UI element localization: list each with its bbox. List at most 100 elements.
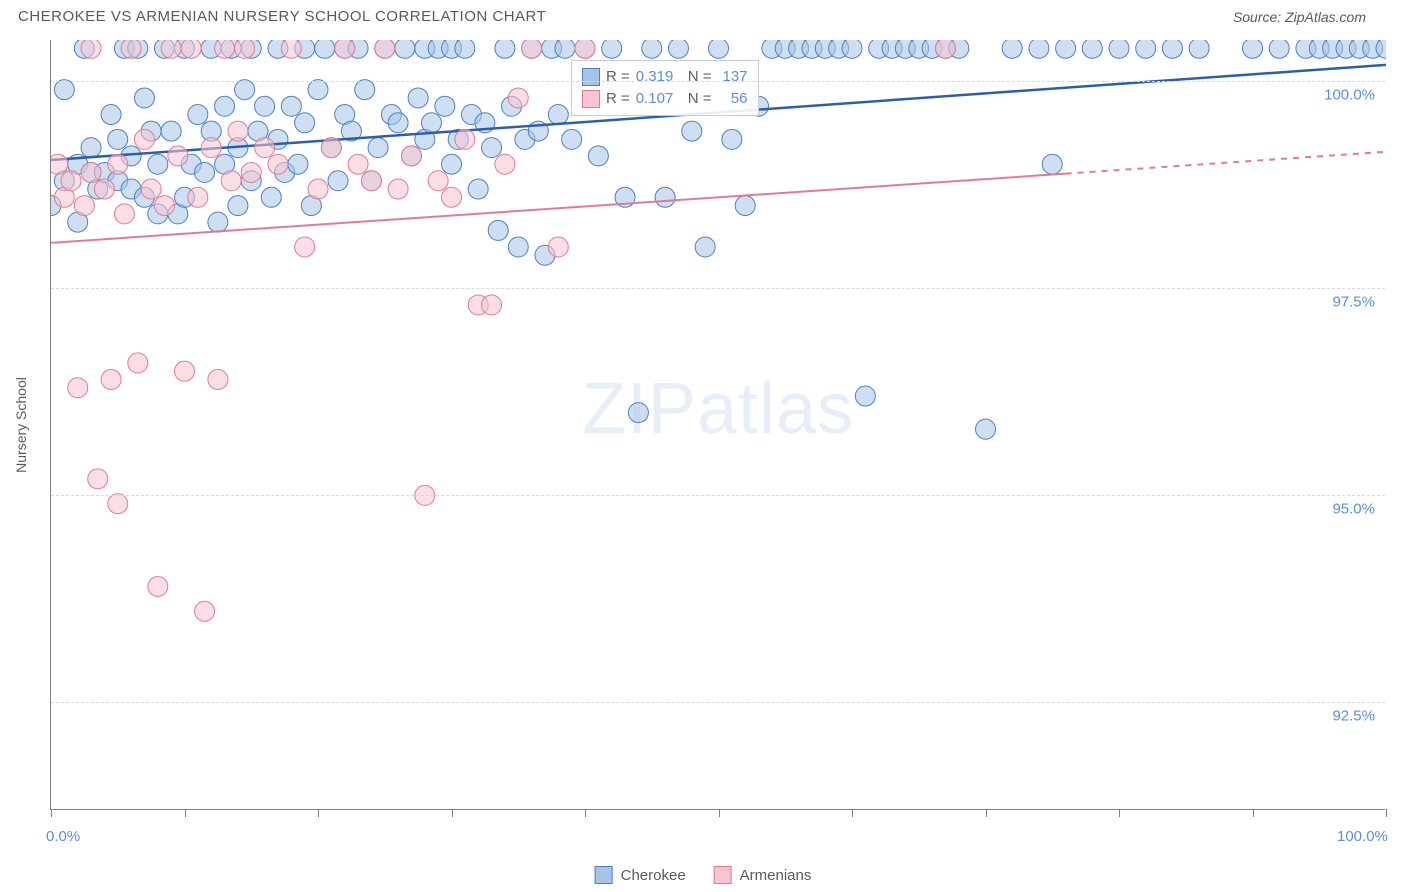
data-point[interactable] <box>1243 40 1263 58</box>
data-point[interactable] <box>508 237 528 257</box>
data-point[interactable] <box>442 154 462 174</box>
data-point[interactable] <box>575 40 595 58</box>
data-point[interactable] <box>308 179 328 199</box>
data-point[interactable] <box>94 179 114 199</box>
data-point[interactable] <box>315 40 335 58</box>
data-point[interactable] <box>108 129 128 149</box>
data-point[interactable] <box>368 138 388 158</box>
data-point[interactable] <box>88 469 108 489</box>
data-point[interactable] <box>428 171 448 191</box>
data-point[interactable] <box>682 121 702 141</box>
data-point[interactable] <box>175 361 195 381</box>
data-point[interactable] <box>235 40 255 58</box>
data-point[interactable] <box>268 154 288 174</box>
data-point[interactable] <box>395 40 415 58</box>
data-point[interactable] <box>361 171 381 191</box>
data-point[interactable] <box>68 378 88 398</box>
data-point[interactable] <box>128 353 148 373</box>
data-point[interactable] <box>295 237 315 257</box>
data-point[interactable] <box>1056 40 1076 58</box>
data-point[interactable] <box>655 187 675 207</box>
data-point[interactable] <box>508 88 528 108</box>
data-point[interactable] <box>255 96 275 116</box>
data-point[interactable] <box>101 369 121 389</box>
data-point[interactable] <box>168 146 188 166</box>
data-point[interactable] <box>281 96 301 116</box>
data-point[interactable] <box>161 121 181 141</box>
data-point[interactable] <box>188 105 208 125</box>
data-point[interactable] <box>388 113 408 133</box>
data-point[interactable] <box>495 40 515 58</box>
data-point[interactable] <box>375 40 395 58</box>
data-point[interactable] <box>255 138 275 158</box>
data-point[interactable] <box>562 129 582 149</box>
data-point[interactable] <box>154 196 174 216</box>
data-point[interactable] <box>101 105 121 125</box>
data-point[interactable] <box>642 40 662 58</box>
data-point[interactable] <box>161 40 181 58</box>
data-point[interactable] <box>261 187 281 207</box>
data-point[interactable] <box>495 154 515 174</box>
data-point[interactable] <box>1109 40 1129 58</box>
data-point[interactable] <box>935 40 955 58</box>
data-point[interactable] <box>442 187 462 207</box>
data-point[interactable] <box>134 129 154 149</box>
data-point[interactable] <box>1136 40 1156 58</box>
legend-item[interactable]: Cherokee <box>595 866 686 884</box>
data-point[interactable] <box>201 138 221 158</box>
data-point[interactable] <box>141 179 161 199</box>
data-point[interactable] <box>74 196 94 216</box>
data-point[interactable] <box>1042 154 1062 174</box>
data-point[interactable] <box>435 96 455 116</box>
data-point[interactable] <box>215 96 235 116</box>
data-point[interactable] <box>488 220 508 240</box>
data-point[interactable] <box>54 80 74 100</box>
data-point[interactable] <box>1269 40 1289 58</box>
data-point[interactable] <box>148 154 168 174</box>
data-point[interactable] <box>348 154 368 174</box>
data-point[interactable] <box>114 204 134 224</box>
data-point[interactable] <box>221 171 241 191</box>
data-point[interactable] <box>668 40 688 58</box>
legend-item[interactable]: Armenians <box>714 866 812 884</box>
data-point[interactable] <box>281 40 301 58</box>
data-point[interactable] <box>308 80 328 100</box>
data-point[interactable] <box>1029 40 1049 58</box>
data-point[interactable] <box>455 40 475 58</box>
data-point[interactable] <box>695 237 715 257</box>
data-point[interactable] <box>355 80 375 100</box>
data-point[interactable] <box>522 40 542 58</box>
data-point[interactable] <box>215 40 235 58</box>
data-point[interactable] <box>321 138 341 158</box>
data-point[interactable] <box>288 154 308 174</box>
data-point[interactable] <box>81 40 101 58</box>
data-point[interactable] <box>81 162 101 182</box>
data-point[interactable] <box>121 40 141 58</box>
data-point[interactable] <box>709 40 729 58</box>
data-point[interactable] <box>108 494 128 514</box>
data-point[interactable] <box>228 121 248 141</box>
data-point[interactable] <box>408 88 428 108</box>
data-point[interactable] <box>468 179 488 199</box>
data-point[interactable] <box>1002 40 1022 58</box>
data-point[interactable] <box>976 419 996 439</box>
data-point[interactable] <box>228 196 248 216</box>
data-point[interactable] <box>61 171 81 191</box>
data-point[interactable] <box>1162 40 1182 58</box>
data-point[interactable] <box>548 105 568 125</box>
data-point[interactable] <box>335 40 355 58</box>
data-point[interactable] <box>735 196 755 216</box>
data-point[interactable] <box>208 369 228 389</box>
data-point[interactable] <box>455 129 475 149</box>
data-point[interactable] <box>842 40 862 58</box>
data-point[interactable] <box>628 403 648 423</box>
data-point[interactable] <box>108 154 128 174</box>
data-point[interactable] <box>195 162 215 182</box>
data-point[interactable] <box>188 187 208 207</box>
data-point[interactable] <box>295 113 315 133</box>
data-point[interactable] <box>181 40 201 58</box>
data-point[interactable] <box>1082 40 1102 58</box>
data-point[interactable] <box>81 138 101 158</box>
data-point[interactable] <box>855 386 875 406</box>
data-point[interactable] <box>148 576 168 596</box>
